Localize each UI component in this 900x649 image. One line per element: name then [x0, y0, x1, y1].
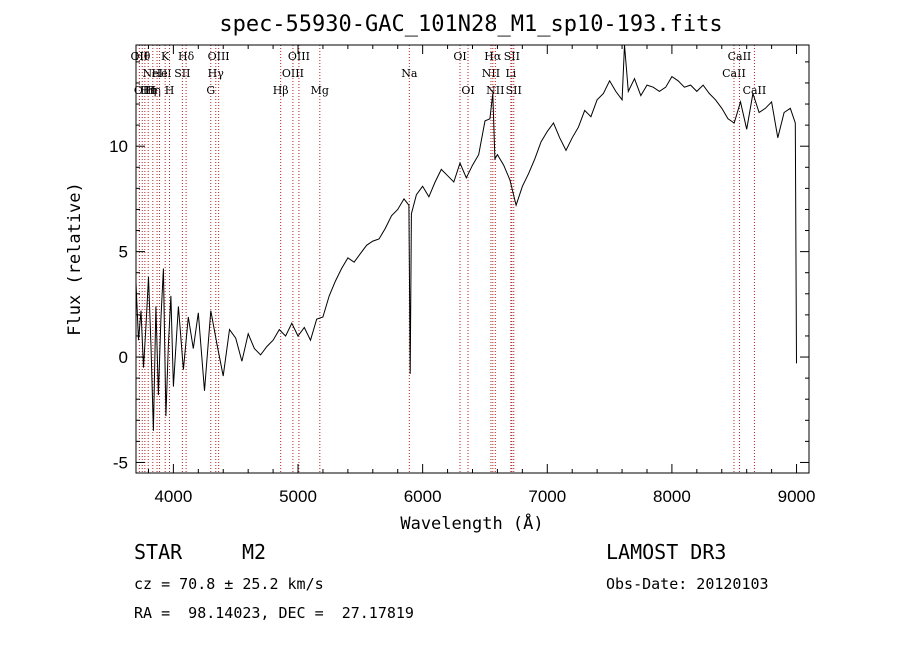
line-label-25-0: SII — [504, 50, 520, 63]
obs-date: Obs-Date: 20120103 — [606, 575, 769, 593]
line-label-27-1: CaII — [722, 67, 746, 80]
x-tick-label-5: 9000 — [778, 487, 816, 506]
x-tick-label-1: 5000 — [279, 487, 317, 506]
line-label-22-0: Hα — [484, 50, 502, 63]
line-label-10-0: Hδ — [178, 50, 195, 63]
x-tick-label-4: 8000 — [653, 487, 691, 506]
chart-title: spec-55930-GAC_101N28_M1_sp10-193.fits — [219, 12, 722, 37]
line-label-16-0: OIII — [288, 50, 310, 63]
line-label-29-2: CaII — [743, 84, 767, 97]
y-tick-label-0: -5 — [113, 453, 128, 472]
y-tick-label-1: 0 — [119, 348, 128, 367]
line-label-18-1: Na — [401, 67, 418, 80]
line-label-3-2: Hη — [140, 84, 156, 97]
line-label-6-1: He — [152, 67, 168, 80]
line-label-21-1: NII — [482, 67, 500, 80]
line-label-14-2: Hβ — [273, 84, 289, 97]
x-axis-label: Wavelength (Å) — [400, 512, 543, 534]
line-label-2-2: OIII — [134, 84, 156, 97]
x-tick-label-2: 6000 — [404, 487, 442, 506]
line-label-15-1: OIII — [282, 67, 304, 80]
line-label-9-1: SII — [174, 67, 190, 80]
y-tick-label-2: 5 — [119, 243, 128, 262]
line-label-24-1: Li — [505, 67, 516, 80]
survey-name: LAMOST DR3 — [606, 540, 727, 564]
axis-ticks: 4000 5000 6000 7000 8000 9000 -5 0 5 10 — [109, 45, 815, 506]
object-type: STAR — [134, 540, 183, 564]
spectral-line-markers: OIIHθOIIIHηHηNeIIIHeKHSIIHδGHγOIIIHβOIII… — [131, 45, 767, 473]
line-label-13-0: OIII — [208, 50, 230, 63]
line-label-12-1: Hγ — [208, 67, 225, 80]
line-label-23-2: NII — [486, 84, 504, 97]
x-tick-label-3: 7000 — [528, 487, 566, 506]
x-tick-label-0: 4000 — [154, 487, 192, 506]
redshift-value: cz = 70.8 ± 25.2 km/s — [134, 575, 324, 593]
object-subclass: M2 — [242, 540, 267, 564]
line-label-0-0: OII — [131, 50, 149, 63]
plot-frame — [135, 44, 810, 474]
line-label-4-2: Hη — [145, 84, 161, 97]
y-tick-label-3: 10 — [109, 137, 128, 156]
line-label-20-2: OI — [461, 84, 474, 97]
line-label-19-0: OI — [453, 50, 466, 63]
line-label-5-1: NeIII — [142, 67, 171, 80]
line-label-7-0: K — [161, 50, 170, 63]
line-label-26-2: SII — [506, 84, 522, 97]
line-label-28-0: CaII — [728, 50, 752, 63]
line-label-11-2: G — [206, 84, 215, 97]
line-label-8-2: H — [165, 84, 175, 97]
line-label-17-2: Mg — [311, 84, 329, 97]
coordinates: RA = 98.14023, DEC = 27.17819 — [134, 604, 414, 622]
y-axis-label: Flux (relative) — [65, 182, 85, 336]
line-label-1-0: Hθ — [134, 50, 151, 63]
spectrum-line — [135, 44, 797, 431]
